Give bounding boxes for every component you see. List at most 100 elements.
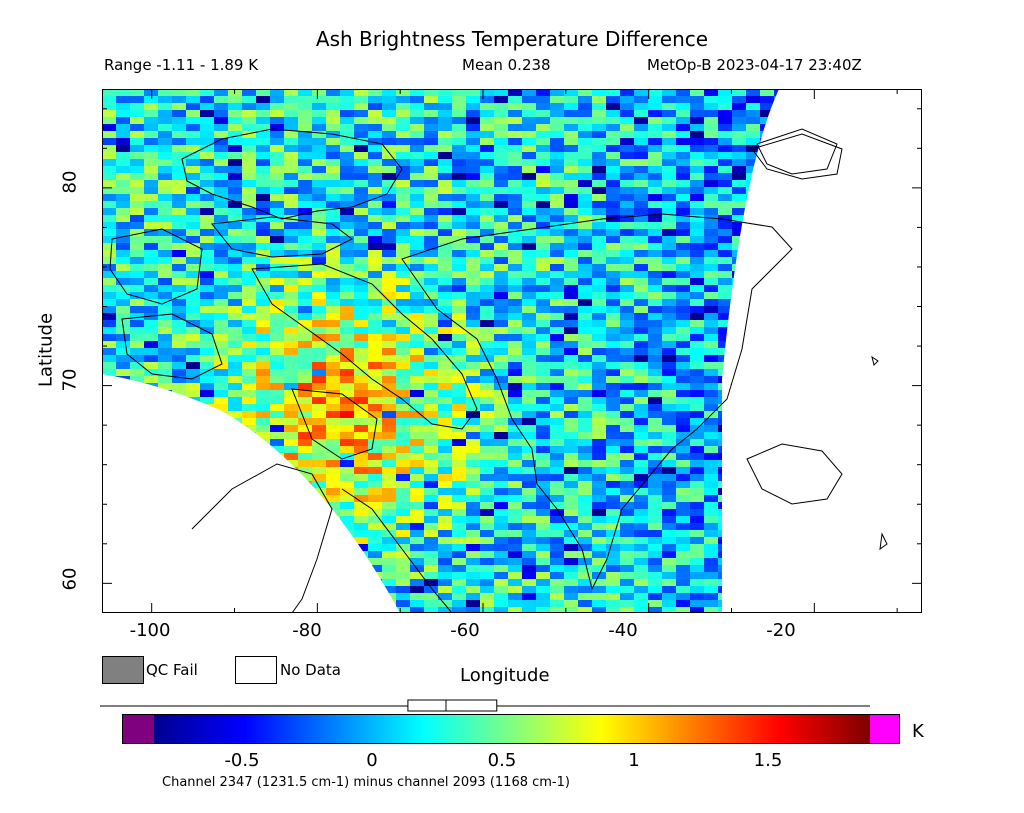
swath-cell	[578, 215, 593, 223]
swath-cell	[690, 348, 705, 356]
swath-cell	[312, 152, 327, 160]
swath-cell	[606, 495, 621, 503]
swath-cell	[676, 432, 691, 440]
swath-cell	[494, 131, 509, 139]
swath-cell	[144, 159, 159, 167]
swath-cell	[438, 355, 453, 363]
swath-cell	[172, 138, 187, 146]
swath-cell	[606, 285, 621, 293]
swath-cell	[284, 327, 299, 335]
swath-cell	[102, 194, 117, 202]
swath-cell	[158, 208, 173, 216]
swath-cell	[648, 313, 663, 321]
swath-cell	[326, 257, 341, 265]
swath-cell	[536, 404, 551, 412]
swath-cell	[746, 96, 761, 104]
swath-cell	[158, 117, 173, 125]
swath-cell	[270, 138, 285, 146]
swath-cell	[186, 369, 201, 377]
swath-cell	[536, 278, 551, 286]
swath-cell	[634, 586, 649, 594]
swath-cell	[340, 467, 355, 475]
swath-cell	[424, 418, 439, 426]
swath-cell	[494, 243, 509, 251]
swath-cell	[116, 313, 131, 321]
swath-cell	[690, 320, 705, 328]
swath-cell	[606, 299, 621, 307]
swath-cell	[578, 243, 593, 251]
swath-cell	[508, 257, 523, 265]
swath-cell	[704, 278, 719, 286]
swath-cell	[550, 138, 565, 146]
swath-cell	[550, 397, 565, 405]
swath-cell	[494, 348, 509, 356]
swath-cell	[480, 278, 495, 286]
swath-cell	[564, 551, 579, 559]
swath-cell	[550, 355, 565, 363]
swath-cell	[508, 292, 523, 300]
swath-cell	[284, 306, 299, 314]
swath-cell	[382, 103, 397, 111]
swath-cell	[382, 117, 397, 125]
swath-cell	[466, 215, 481, 223]
swath-cell	[186, 215, 201, 223]
swath-cell	[522, 292, 537, 300]
swath-cell	[522, 166, 537, 174]
swath-cell	[130, 124, 145, 132]
swath-cell	[480, 348, 495, 356]
swath-cell	[550, 166, 565, 174]
swath-cell	[704, 376, 719, 384]
swath-cell	[424, 383, 439, 391]
swath-cell	[592, 439, 607, 447]
swath-cell	[354, 376, 369, 384]
swath-cell	[172, 215, 187, 223]
swath-cell	[172, 341, 187, 349]
swath-cell	[256, 320, 271, 328]
swath-cell	[312, 103, 327, 111]
swath-cell	[396, 495, 411, 503]
swath-cell	[382, 376, 397, 384]
swath-cell	[690, 166, 705, 174]
swath-cell	[242, 236, 257, 244]
swath-cell	[578, 530, 593, 538]
swath-cell	[438, 481, 453, 489]
swath-cell	[466, 488, 481, 496]
swath-cell	[298, 243, 313, 251]
swath-cell	[298, 341, 313, 349]
swath-cell	[410, 348, 425, 356]
swath-cell	[396, 446, 411, 454]
swath-cell	[158, 285, 173, 293]
swath-cell	[522, 334, 537, 342]
swath-cell	[410, 572, 425, 580]
swath-cell	[620, 593, 635, 601]
swath-cell	[200, 201, 215, 209]
swath-cell	[298, 320, 313, 328]
swath-cell	[214, 320, 229, 328]
swath-cell	[270, 285, 285, 293]
swath-cell	[396, 173, 411, 181]
swath-cell	[438, 89, 453, 97]
swath-cell	[410, 152, 425, 160]
swath-cell	[144, 215, 159, 223]
swath-cell	[550, 460, 565, 468]
swath-cell	[284, 208, 299, 216]
swath-cell	[340, 411, 355, 419]
swath-cell	[536, 600, 551, 608]
swath-cell	[130, 369, 145, 377]
swath-cell	[200, 166, 215, 174]
swath-cell	[256, 299, 271, 307]
swath-cell	[704, 201, 719, 209]
swath-cell	[592, 425, 607, 433]
swath-cell	[592, 460, 607, 468]
swath-cell	[158, 327, 173, 335]
swath-cell	[340, 250, 355, 258]
swath-cell	[550, 481, 565, 489]
swath-cell	[466, 334, 481, 342]
swath-cell	[718, 173, 733, 181]
swath-cell	[620, 222, 635, 230]
swath-cell	[354, 124, 369, 132]
swath-cell	[508, 327, 523, 335]
swath-cell	[410, 530, 425, 538]
swath-cell	[606, 502, 621, 510]
swath-cell	[396, 516, 411, 524]
